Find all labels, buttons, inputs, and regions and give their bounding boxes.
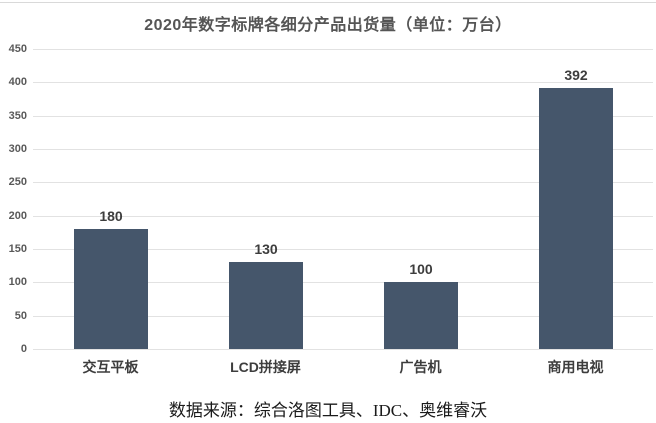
gridline-300: [33, 149, 653, 150]
gridline-100: [33, 282, 653, 283]
y-tick-label-450: 450: [8, 43, 27, 55]
chart-title: 2020年数字标牌各细分产品出货量（单位：万台）: [144, 17, 512, 34]
gridline-150: [33, 249, 653, 250]
x-category-label-广告机: 广告机: [399, 359, 442, 375]
y-tick-label-400: 400: [8, 76, 27, 89]
bar-商用电视: [539, 88, 613, 349]
x-category-label-LCD拼接屏: LCD拼接屏: [230, 359, 301, 375]
plot-area: 180 130 100 392: [33, 49, 653, 350]
bar-value-label-交互平板: 180: [99, 208, 123, 224]
gridline-450: [33, 49, 653, 50]
bar-value-label-LCD拼接屏: 130: [254, 241, 278, 257]
y-tick-label-100: 100: [8, 276, 27, 289]
y-tick-label-350: 350: [8, 109, 27, 122]
y-tick-label-250: 250: [8, 176, 27, 189]
bar-广告机: [384, 282, 458, 349]
x-category-label-交互平板: 交互平板: [82, 359, 139, 375]
x-category-label-商用电视: 商用电视: [547, 359, 604, 375]
y-tick-label-0: 0: [20, 343, 27, 355]
top-border-line: [0, 2, 656, 3]
gridline-350: [33, 116, 653, 117]
bar-LCD拼接屏: [229, 262, 303, 349]
y-tick-label-300: 300: [8, 143, 27, 155]
gridline-50: [33, 316, 653, 317]
gridline-400: [33, 82, 653, 83]
bar-交互平板: [74, 229, 148, 349]
y-tick-label-50: 50: [14, 309, 27, 322]
bar-value-label-广告机: 100: [409, 261, 433, 277]
y-tick-label-150: 150: [8, 243, 27, 255]
gridline-200: [33, 216, 653, 217]
gridline-250: [33, 182, 653, 183]
gridline-0: [33, 349, 653, 350]
y-tick-label-200: 200: [8, 209, 27, 222]
bar-value-label-商用电视: 392: [564, 67, 588, 83]
data-source-caption: 数据来源：综合洛图工具、IDC、奥维睿沃: [168, 401, 488, 420]
